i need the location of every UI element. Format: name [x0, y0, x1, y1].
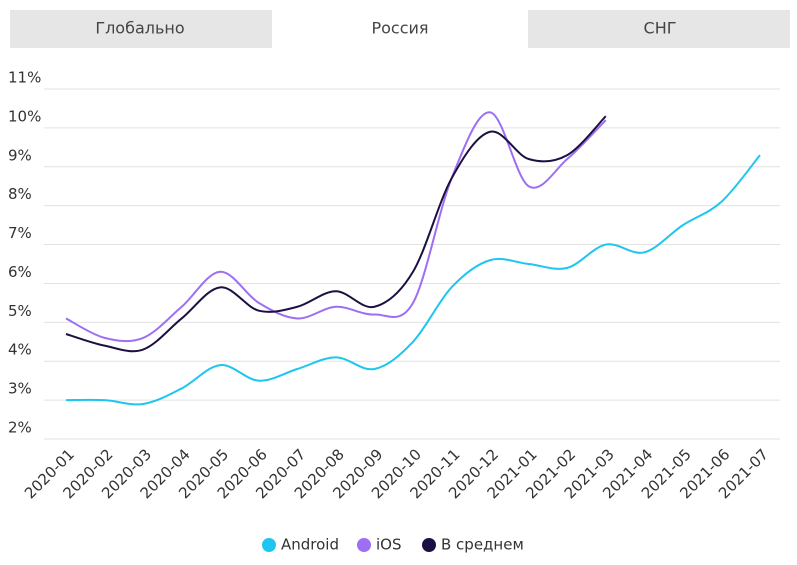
y-tick-label: 7%: [8, 224, 32, 242]
legend-swatch: [357, 538, 371, 552]
series-line: [65, 115, 607, 353]
y-tick-label: 10%: [8, 107, 41, 125]
series-line: [65, 111, 607, 343]
legend-swatch: [262, 538, 276, 552]
tab[interactable]: СНГ: [644, 19, 677, 38]
series-line: [65, 154, 761, 406]
y-tick-label: 2%: [8, 419, 32, 437]
legend-label: iOS: [376, 536, 402, 554]
y-tick-label: 5%: [8, 302, 32, 320]
y-tick-label: 11%: [8, 69, 41, 87]
y-tick-label: 9%: [8, 146, 32, 164]
y-tick-label: 8%: [8, 185, 32, 203]
legend-label: В среднем: [441, 536, 524, 554]
y-tick-label: 6%: [8, 263, 32, 281]
y-tick-label: 3%: [8, 380, 32, 398]
y-tick-label: 4%: [8, 341, 32, 359]
tab[interactable]: Глобально: [95, 19, 184, 38]
tab-active: [272, 10, 528, 48]
tab[interactable]: Россия: [371, 19, 428, 38]
legend-label: Android: [281, 536, 339, 554]
legend-swatch: [422, 538, 436, 552]
